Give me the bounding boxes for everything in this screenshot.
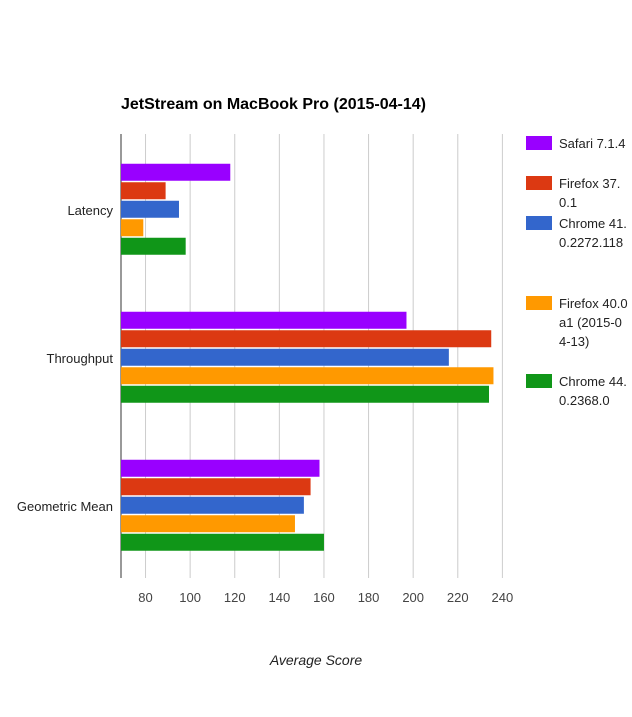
- legend-swatch: [526, 216, 552, 230]
- bar: [121, 330, 492, 348]
- y-category-label: Latency: [67, 203, 113, 218]
- legend-label: Chrome 44.0.2368.0: [559, 374, 627, 408]
- x-tick-label: 240: [492, 590, 514, 605]
- legend-label: Firefox 40.0a1 (2015-04-13): [559, 296, 628, 349]
- bar: [121, 311, 407, 329]
- legend-swatch: [526, 176, 552, 190]
- bar: [121, 478, 311, 496]
- bar: [121, 385, 490, 403]
- bar: [121, 367, 494, 385]
- legend-swatch: [526, 296, 552, 310]
- legend-swatch: [526, 374, 552, 388]
- y-category-label: Geometric Mean: [17, 499, 113, 514]
- bar: [121, 459, 320, 477]
- bar: [121, 515, 295, 533]
- bar: [121, 163, 231, 181]
- y-category-label: Throughput: [47, 351, 114, 366]
- legend-label: Safari 7.1.4: [559, 136, 626, 151]
- legend-swatch: [526, 136, 552, 150]
- bar: [121, 200, 179, 218]
- x-tick-label: 180: [358, 590, 380, 605]
- legend-label: Chrome 41.0.2272.118: [559, 216, 627, 250]
- bar: [121, 237, 186, 255]
- bar: [121, 348, 449, 366]
- bar: [121, 182, 166, 200]
- x-tick-label: 160: [313, 590, 335, 605]
- x-tick-label: 120: [224, 590, 246, 605]
- bar: [121, 533, 324, 551]
- bar: [121, 496, 304, 514]
- x-tick-label: 220: [447, 590, 469, 605]
- x-axis-label: Average Score: [269, 652, 363, 668]
- chart-title: JetStream on MacBook Pro (2015-04-14): [121, 96, 426, 113]
- x-tick-label: 80: [138, 590, 152, 605]
- bar: [121, 219, 144, 237]
- legend-label: Firefox 37.0.1: [559, 176, 621, 210]
- x-tick-label: 140: [269, 590, 291, 605]
- x-tick-label: 100: [179, 590, 201, 605]
- x-tick-label: 200: [402, 590, 424, 605]
